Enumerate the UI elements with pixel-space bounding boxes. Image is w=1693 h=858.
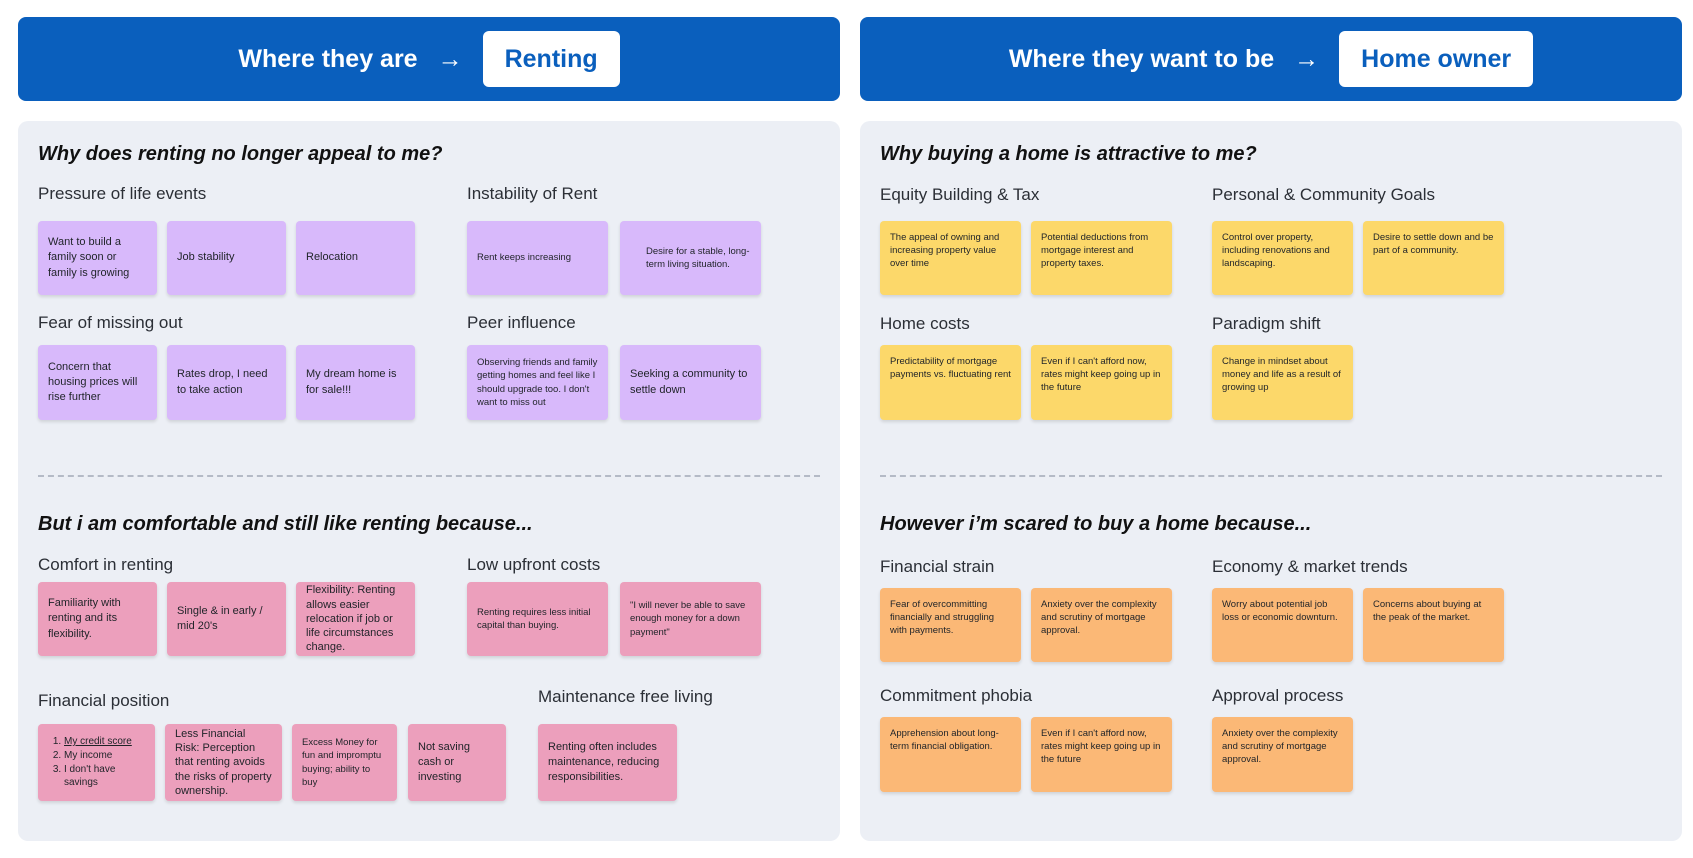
- group-title: Peer influence: [467, 313, 576, 332]
- sticky-note[interactable]: Rates drop, I need to take action: [167, 345, 286, 420]
- renting-panel: Why does renting no longer appeal to me?…: [18, 121, 840, 841]
- sticky-note[interactable]: Less Financial Risk: Perception that ren…: [165, 724, 282, 801]
- section-question-bottom: But i am comfortable and still like rent…: [38, 513, 533, 535]
- sticky-note[interactable]: Renting often includes maintenance, redu…: [538, 724, 677, 801]
- group-title: Pressure of life events: [38, 184, 207, 203]
- section-divider: [880, 475, 1662, 477]
- group-title: Financial strain: [880, 557, 995, 576]
- section-question-top: Why buying a home is attractive to me?: [880, 143, 1257, 165]
- sticky-note[interactable]: Potential deductions from mortgage inter…: [1031, 221, 1172, 295]
- desired-state-pill[interactable]: Home owner: [1339, 31, 1534, 87]
- financial-position-list: My credit score My income I don't have s…: [48, 735, 145, 790]
- group-title: Low upfront costs: [467, 555, 601, 574]
- sticky-note[interactable]: Relocation: [296, 221, 415, 295]
- sticky-note[interactable]: Worry about potential job loss or econom…: [1212, 588, 1353, 662]
- sticky-note[interactable]: Anxiety over the complexity and scrutiny…: [1031, 588, 1172, 662]
- sticky-note[interactable]: My dream home is for sale!!!: [296, 345, 415, 420]
- sticky-note[interactable]: Apprehension about long-term financial o…: [880, 717, 1021, 792]
- sticky-note[interactable]: "I will never be able to save enough mon…: [620, 582, 761, 656]
- sticky-note[interactable]: Not saving cash or investing: [408, 724, 506, 801]
- sticky-note[interactable]: Renting requires less initial capital th…: [467, 582, 608, 656]
- sticky-note[interactable]: Rent keeps increasing: [467, 221, 608, 295]
- sticky-note[interactable]: Change in mindset about money and life a…: [1212, 345, 1353, 420]
- sticky-note[interactable]: Even if I can't afford now, rates might …: [1031, 717, 1172, 792]
- current-state-pill[interactable]: Renting: [482, 31, 620, 87]
- group-title: Equity Building & Tax: [880, 185, 1040, 204]
- arrow-right-icon: →: [1294, 44, 1320, 73]
- group-title: Comfort in renting: [38, 555, 174, 574]
- group-title: Fear of missing out: [38, 313, 183, 332]
- home-owner-panel: Why buying a home is attractive to me? E…: [860, 121, 1682, 841]
- sticky-note[interactable]: Familiarity with renting and its flexibi…: [38, 582, 157, 656]
- group-title: Maintenance free living: [538, 687, 713, 706]
- sticky-note[interactable]: The appeal of owning and increasing prop…: [880, 221, 1021, 295]
- desired-state-label: Where they want to be: [1008, 44, 1275, 73]
- group-title: Financial position: [38, 691, 170, 710]
- section-divider: [38, 475, 820, 477]
- group-title: Economy & market trends: [1212, 557, 1408, 576]
- desired-state-banner: Where they want to be → Home owner: [860, 17, 1682, 101]
- sticky-note[interactable]: Concerns about buying at the peak of the…: [1363, 588, 1504, 662]
- sticky-note[interactable]: Observing friends and family getting hom…: [467, 345, 608, 420]
- sticky-note[interactable]: Desire for a stable, long-term living si…: [620, 221, 761, 295]
- sticky-note[interactable]: Single & in early / mid 20's: [167, 582, 286, 656]
- sticky-note[interactable]: Want to build a family soon or family is…: [38, 221, 157, 295]
- current-state-banner: Where they are → Renting: [18, 17, 840, 101]
- sticky-note[interactable]: Fear of overcommitting financially and s…: [880, 588, 1021, 662]
- group-title: Commitment phobia: [880, 686, 1033, 705]
- sticky-note[interactable]: Excess Money for fun and impromptu buyin…: [292, 724, 397, 801]
- sticky-note[interactable]: Anxiety over the complexity and scrutiny…: [1212, 717, 1353, 792]
- section-question-top: Why does renting no longer appeal to me?: [38, 143, 443, 165]
- sticky-note[interactable]: Seeking a community to settle down: [620, 345, 761, 420]
- group-title: Paradigm shift: [1212, 314, 1321, 333]
- sticky-note[interactable]: My credit score My income I don't have s…: [38, 724, 155, 801]
- section-question-bottom: However i’m scared to buy a home because…: [880, 513, 1312, 535]
- group-title: Personal & Community Goals: [1212, 185, 1435, 204]
- group-title: Instability of Rent: [467, 184, 598, 203]
- sticky-note[interactable]: Flexibility: Renting allows easier reloc…: [296, 582, 415, 656]
- sticky-note[interactable]: Predictability of mortgage payments vs. …: [880, 345, 1021, 420]
- group-title: Home costs: [880, 314, 970, 333]
- sticky-note[interactable]: Even if I can't afford now, rates might …: [1031, 345, 1172, 420]
- current-state-label: Where they are: [238, 44, 418, 73]
- sticky-note[interactable]: Desire to settle down and be part of a c…: [1363, 221, 1504, 295]
- sticky-note[interactable]: Concern that housing prices will rise fu…: [38, 345, 157, 420]
- sticky-note[interactable]: Control over property, including renovat…: [1212, 221, 1353, 295]
- group-title: Approval process: [1212, 686, 1344, 705]
- sticky-note[interactable]: Job stability: [167, 221, 286, 295]
- arrow-right-icon: →: [437, 44, 463, 73]
